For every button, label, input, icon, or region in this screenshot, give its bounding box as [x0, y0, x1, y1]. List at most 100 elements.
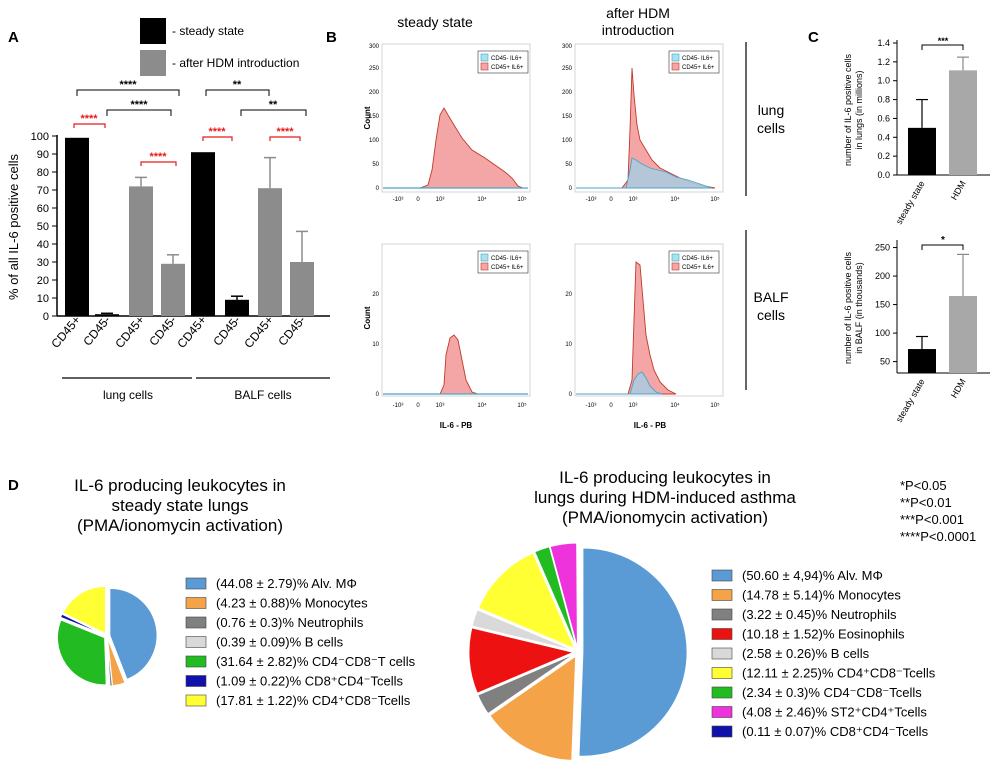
- sig-stars-red: ****: [276, 126, 294, 138]
- legend-label-neg: CD45- IL6+: [682, 256, 713, 262]
- y-tick-label: 100: [369, 138, 380, 144]
- pie-hdm: [468, 542, 688, 761]
- sig-stars: **: [269, 99, 278, 111]
- y-tick-label: 10: [372, 342, 379, 348]
- p-value-legend: **P<0.01: [900, 495, 952, 510]
- x-tick-label: 10⁴: [670, 196, 680, 203]
- legend-label-steady: - steady state: [172, 24, 244, 38]
- x-tick-label: CD45-: [210, 313, 243, 349]
- legend-swatch: [711, 628, 733, 640]
- legend-swatch: [711, 725, 733, 738]
- legend-swatch: [711, 667, 733, 679]
- legend-label: (0.39 ± 0.09)% B cells: [216, 635, 344, 650]
- y-tick-label: 300: [369, 44, 380, 50]
- bar: [95, 314, 119, 316]
- legend-swatch-pos: [480, 262, 489, 271]
- sig-bracket-red: [73, 123, 301, 166]
- pie-title: IL-6 producing leukocytes in: [559, 468, 771, 487]
- y-tick-label: 0: [569, 186, 573, 192]
- bars: [908, 253, 977, 373]
- x-tick-label: 0: [416, 197, 420, 203]
- column-title-hdm: after HDM: [606, 5, 670, 21]
- legend-label: (4.23 ± 0.88)% Monocytes: [216, 596, 368, 611]
- y-tick-label: 200: [369, 90, 380, 96]
- panel-label-c: C: [808, 29, 819, 46]
- legend-label-neg: CD45- IL6+: [682, 56, 713, 62]
- y-tick-label: 20: [372, 292, 379, 298]
- y-tick-label: 50: [880, 357, 890, 367]
- y-tick-label: 1.4: [877, 38, 890, 48]
- x-tick-label: 0: [416, 403, 420, 409]
- y-axis-label: number of IL-6 positive cells: [843, 53, 853, 166]
- pie-slice: [57, 619, 107, 686]
- legend-label: (3.22 ± 0.45)% Neutrophils: [742, 607, 897, 622]
- pie-slice: [578, 547, 688, 757]
- pie-title: lungs during HDM-induced asthma: [534, 488, 796, 507]
- sig-stars: ***: [938, 36, 949, 46]
- pie-title: (PMA/ionomycin activation): [562, 508, 768, 527]
- legend-label: (2.34 ± 0.3)% CD4⁻CD8⁻Tcells: [742, 685, 922, 700]
- y-tick-label: 0: [43, 311, 49, 323]
- y-tick-label: 0: [376, 392, 380, 398]
- x-axis-label: IL-6 - PB: [440, 421, 473, 430]
- pie-slice: [60, 613, 105, 636]
- y-tick-label: 10: [565, 342, 572, 348]
- legend-label-neg: CD45- IL6+: [491, 56, 522, 62]
- x-tick-label: CD45-: [275, 313, 308, 349]
- bar: [161, 263, 185, 316]
- x-tick-label: 10⁴: [670, 402, 680, 409]
- pie-slice: [107, 638, 126, 687]
- x-tick-label: HDM: [949, 179, 968, 202]
- y-tick-label: 0.0: [877, 170, 890, 180]
- y-tick-label: 30: [37, 257, 49, 269]
- x-tick-label: 10⁵: [517, 196, 527, 203]
- pie-title: (PMA/ionomycin activation): [77, 516, 283, 535]
- legend-label: (2.58 ± 0.26)% B cells: [742, 646, 870, 661]
- pie-slice: [534, 546, 577, 648]
- x-tick-label: 10⁴: [477, 402, 487, 409]
- y-tick-label: 100: [31, 131, 49, 143]
- y-tick-label: 100: [875, 328, 890, 338]
- sig-stars: *: [941, 235, 945, 246]
- pie-legend-steady: (44.08 ± 2.79)% Alv. MΦ (4.23 ± 0.88)% Mo…: [185, 576, 416, 708]
- legend-label-pos: CD45+ IL6+: [491, 65, 524, 71]
- x-tick-label: 10⁵: [517, 402, 527, 409]
- y-axis-label: Count: [363, 306, 372, 329]
- legend-label-neg: CD45- IL6+: [491, 256, 522, 262]
- row-label-lung: lung: [758, 102, 784, 118]
- y-tick-label: 60: [37, 203, 49, 215]
- pie-slice: [576, 542, 579, 648]
- y-tick-label: 70: [37, 185, 49, 197]
- histogram-hdm-balf: 0 10 20 -10³ 0 10³ 10⁴ 10⁵ IL-6 - PB CD4…: [565, 243, 724, 430]
- x-tick-label: CD45+: [241, 313, 276, 351]
- x-tick-label: -10³: [586, 197, 597, 203]
- pie-slice: [106, 638, 111, 687]
- legend-swatch-pos: [671, 62, 680, 71]
- group-label-balf: BALF cells: [234, 388, 291, 402]
- y-axis-label: in lungs (in millions): [854, 70, 864, 149]
- legend-label-hdm: - after HDM introduction: [172, 56, 299, 70]
- sig-stars-red: ****: [208, 126, 226, 138]
- y-axis-ticks: 0.0 0.2 0.4 0.6 0.8 1.0 1.2 1.4: [877, 38, 897, 180]
- p-value-legend: *P<0.05: [900, 478, 947, 493]
- bar: [191, 152, 215, 316]
- bar: [65, 137, 89, 316]
- sig-stars-red: ****: [149, 151, 167, 163]
- sig-bracket: [921, 244, 964, 250]
- sig-stars-red: ****: [80, 113, 98, 125]
- p-value-legend: ***P<0.001: [900, 512, 964, 527]
- y-tick-label: 0.6: [877, 113, 890, 123]
- y-tick-label: 0: [569, 392, 573, 398]
- legend-swatch: [711, 706, 733, 718]
- bars: [908, 56, 977, 175]
- legend-label: (44.08 ± 2.79)% Alv. MΦ: [216, 576, 357, 591]
- panel-c-top: number of IL-6 positive cells in lungs (…: [843, 36, 990, 226]
- legend-swatch-neg: [671, 53, 680, 62]
- y-tick-label: 150: [562, 114, 573, 120]
- pie-slice: [549, 542, 578, 648]
- panel-b: steady state after HDM introduction lung…: [363, 5, 789, 430]
- y-tick-label: 250: [875, 243, 890, 253]
- legend-label: (0.76 ± 0.3)% Neutrophils: [216, 615, 364, 630]
- histogram-steady-lung: Count 0 50 100 150 200 250 300 -10³ 0 10…: [363, 43, 531, 203]
